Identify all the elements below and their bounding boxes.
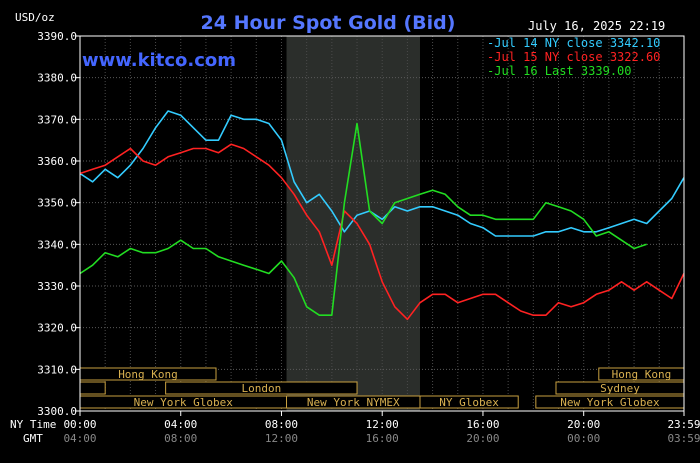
x-tick-label-ny: 16:00 xyxy=(466,418,499,431)
y-axis-unit-label: USD/oz xyxy=(15,11,55,24)
x-tick-label-gmt: 08:00 xyxy=(164,432,197,445)
series-line-jul-16 xyxy=(79,122,647,316)
y-tick-label: 3350.0 xyxy=(37,197,77,210)
x-tick-label-ny: 04:00 xyxy=(164,418,197,431)
x-tick-label-gmt: 03:59 xyxy=(667,432,700,445)
y-tick-label: 3360.0 xyxy=(37,155,77,168)
session-label: NY Globex xyxy=(439,396,499,409)
session-label: New York NYMEX xyxy=(307,396,400,409)
x-tick-label-gmt: 16:00 xyxy=(366,432,399,445)
session-label: Hong Kong xyxy=(118,368,178,381)
session-label: Sydney xyxy=(600,382,640,395)
legend-entry: -Jul 15 NY close 3322.60 xyxy=(487,50,660,64)
x-tick-label-ny: 08:00 xyxy=(265,418,298,431)
series-line-jul-15 xyxy=(79,143,685,321)
chart-title: 24 Hour Spot Gold (Bid) xyxy=(201,12,456,34)
session-box xyxy=(419,395,519,409)
session-label: Hong Kong xyxy=(612,368,672,381)
y-tick-label: 3320.0 xyxy=(37,322,77,335)
x-tick-label-gmt: 12:00 xyxy=(265,432,298,445)
website-label: www.kitco.com xyxy=(82,50,236,71)
series-line-jul-14 xyxy=(79,110,685,237)
nymex-shaded-region xyxy=(286,36,420,411)
x-tick-label-ny: 00:00 xyxy=(63,418,96,431)
x-tick-label-ny: 12:00 xyxy=(366,418,399,431)
session-label: New York Globex xyxy=(134,396,234,409)
x-tick-label-gmt: 20:00 xyxy=(466,432,499,445)
session-label: New York Globex xyxy=(560,396,660,409)
y-tick-label: 3340.0 xyxy=(37,238,77,251)
y-tick-label: 3380.0 xyxy=(37,72,77,85)
legend-entry: -Jul 14 NY close 3342.10 xyxy=(487,36,660,50)
y-tick-label: 3300.0 xyxy=(37,405,77,418)
session-label: London xyxy=(241,382,281,395)
x-tick-label-ny: 23:59 xyxy=(667,418,700,431)
y-tick-label: 3310.0 xyxy=(37,363,77,376)
y-tick-label: 3330.0 xyxy=(37,280,77,293)
y-tick-label: 3370.0 xyxy=(37,113,77,126)
x-tick-label-gmt: 00:00 xyxy=(567,432,600,445)
gmt-row-label: GMT xyxy=(23,432,43,445)
y-tick-label: 3390.0 xyxy=(37,30,77,43)
legend-entry: -Jul 16 Last 3339.00 xyxy=(487,64,632,78)
x-tick-label-ny: 20:00 xyxy=(567,418,600,431)
x-tick-label-gmt: 04:00 xyxy=(63,432,96,445)
session-box xyxy=(165,381,358,395)
ny-time-row-label: NY Time xyxy=(10,418,56,431)
session-box xyxy=(79,381,106,395)
timestamp-label: July 16, 2025 22:19 xyxy=(528,19,665,33)
